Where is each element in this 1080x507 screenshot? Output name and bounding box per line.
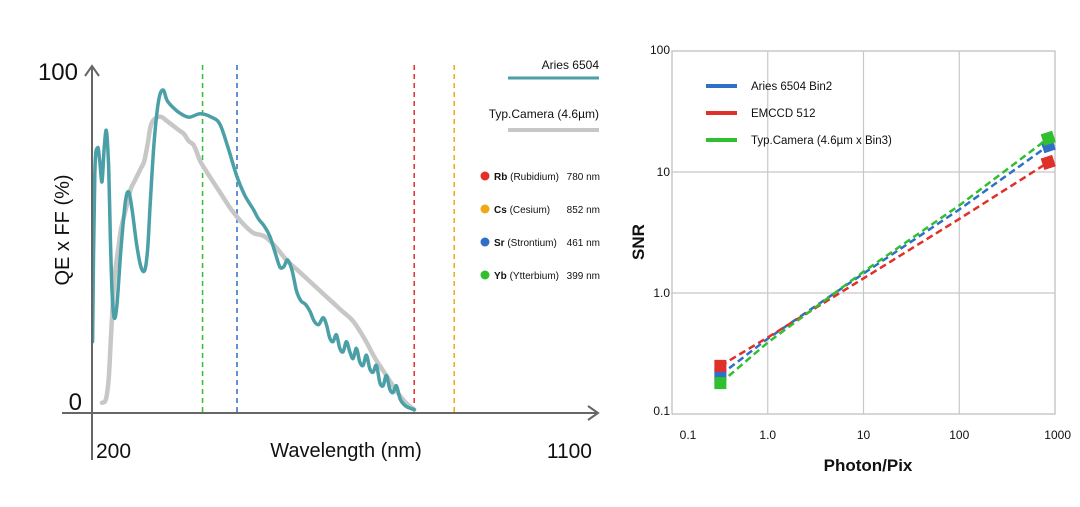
x-tick-label: 0.1 (680, 428, 697, 442)
snr-chart: 0.1 1.0 10 100 1000 0.1 1.0 10 100 Photon/Pix SN… (629, 43, 1071, 475)
series-line-typ-camera-4-6-m-x-bin3 (719, 137, 1049, 385)
legend-label-typ-camera-4-6-m-x-bin3: Typ.Camera (4.6µm x Bin3) (751, 135, 892, 147)
y-tick-bottom: 0 (69, 389, 82, 416)
element-value-rb: 780 nm (567, 172, 600, 183)
y-tick-top: 100 (38, 59, 78, 86)
element-label-cs: Cs (Cesium) (494, 205, 550, 216)
y-tick-label: 10 (657, 165, 671, 179)
y-axis-label: QE x FF (%) (52, 174, 74, 285)
legend-label-aries: Aries 6504 (542, 58, 600, 72)
y-tick-label: 100 (650, 43, 670, 57)
element-dot-sr (480, 237, 490, 247)
element-value-cs: 852 nm (567, 205, 600, 216)
element-value-yb: 399 nm (567, 271, 600, 282)
legend-label-emccd-512: EMCCD 512 (751, 108, 816, 120)
x-axis-label-snr: Photon/Pix (824, 456, 913, 475)
x-tick-right: 1100 (547, 440, 592, 463)
element-label-rb: Rb (Rubidium) (494, 172, 559, 183)
series-line-emccd-512 (719, 161, 1049, 367)
y-tick-label: 1.0 (653, 286, 670, 300)
series-marker-emccd-512 (1040, 154, 1056, 170)
element-value-sr: 461 nm (567, 238, 600, 249)
element-dot-cs (480, 204, 490, 214)
series-marker-typ-camera-4-6-m-x-bin3 (1040, 130, 1056, 146)
tick-labels: 0.1 1.0 10 100 1000 0.1 1.0 10 100 (650, 43, 1071, 442)
y-axis-arrow (84, 64, 100, 77)
series-line-aries-6504 (92, 88, 416, 412)
x-axis-arrow (587, 405, 600, 421)
element-label-yb: Yb (Ytterbium) (494, 271, 559, 282)
series-line-aries-6504-bin2 (719, 144, 1049, 376)
series-marker-typ-camera-4-6-m-x-bin3 (714, 377, 727, 390)
grid (672, 51, 1055, 414)
x-tick-label: 1.0 (759, 428, 776, 442)
series-marker-emccd-512 (714, 359, 727, 372)
legend: Aries 6504 Bin2 EMCCD 512 Typ.Camera (4.6µ… (706, 81, 892, 147)
qe-chart: 100 0 200 1100 Wavelength (nm) QE x FF (… (38, 58, 600, 463)
y-axis-label-snr: SNR (629, 224, 648, 260)
legend-label-aries-6504-bin2: Aries 6504 Bin2 (751, 81, 832, 93)
x-tick-label: 100 (949, 428, 969, 442)
series (714, 130, 1056, 390)
x-tick-left: 200 (96, 440, 131, 463)
element-dot-rb (480, 171, 490, 181)
x-tick-label: 1000 (1044, 428, 1071, 442)
element-dot-yb (480, 270, 490, 280)
element-legend: Rb (Rubidium) 780 nm Cs (Cesium) 852 nm Sr (… (480, 171, 600, 282)
x-axis-label: Wavelength (nm) (270, 440, 422, 462)
y-tick-label: 0.1 (653, 404, 670, 418)
element-label-sr: Sr (Strontium) (494, 238, 557, 249)
legend-label-typ: Typ.Camera (4.6µm) (489, 107, 599, 121)
marker-lines (201, 65, 455, 413)
x-tick-label: 10 (857, 428, 871, 442)
